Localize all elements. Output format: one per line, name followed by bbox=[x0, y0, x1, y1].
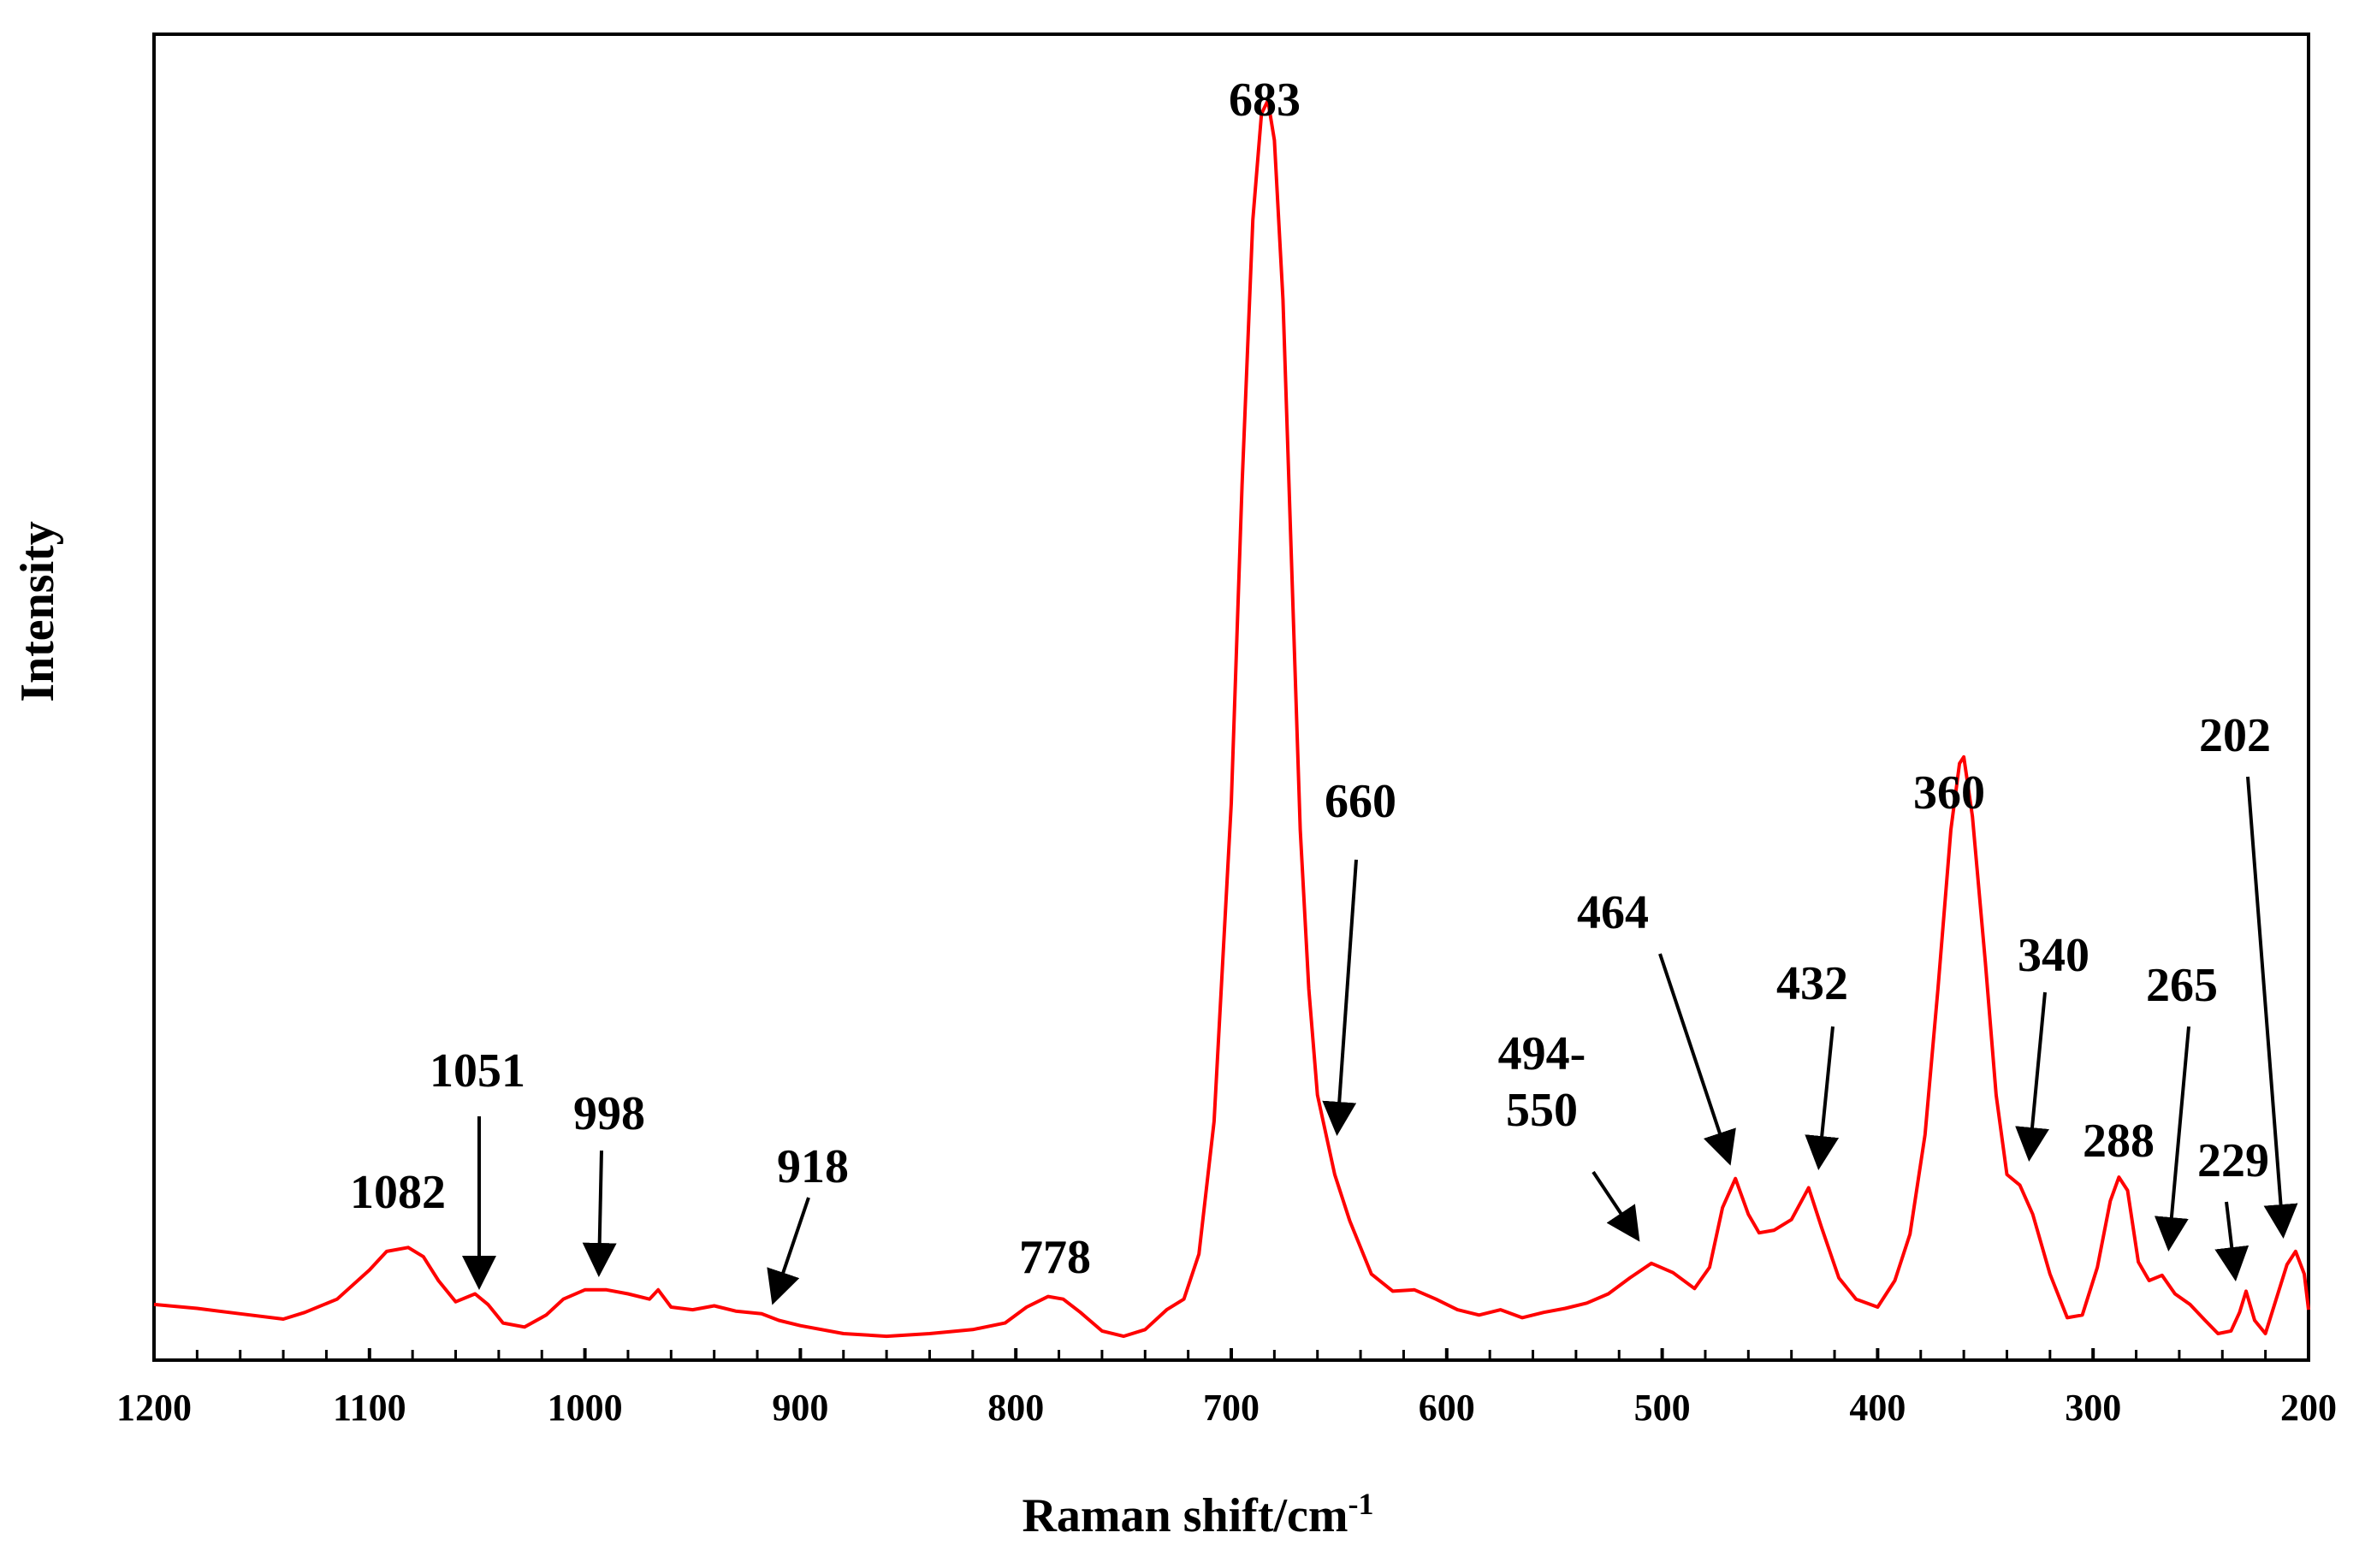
peak-label-line: 360 bbox=[1913, 766, 1985, 820]
peak-label: 1082 bbox=[350, 1166, 446, 1219]
peak-label-line: 464 bbox=[1577, 886, 1649, 939]
peak-label: 660 bbox=[1325, 775, 1396, 828]
peak-label-line: 683 bbox=[1229, 74, 1301, 127]
x-axis-tick-labels: 1200 1100 1000 900 800 700 600 500 400 300 200 bbox=[116, 1387, 2337, 1429]
peak-label: 918 bbox=[777, 1140, 849, 1193]
x-tick-label: 300 bbox=[2065, 1387, 2121, 1429]
peak-label: 998 bbox=[573, 1087, 645, 1140]
peak-label-line: 494- bbox=[1498, 1027, 1586, 1080]
peak-arrow bbox=[582, 1150, 617, 1277]
peak-arrow bbox=[1592, 1170, 1640, 1242]
peak-label-line: 229 bbox=[2197, 1134, 2269, 1187]
x-tick-label: 200 bbox=[2280, 1387, 2337, 1429]
peak-annotations: 683 660 1082 1051 998 918 778 494-550 464 432 360 3… bbox=[350, 74, 2298, 1305]
peak-label-line: 340 bbox=[2018, 929, 2089, 982]
y-axis-title: Intensity bbox=[11, 521, 64, 702]
x-axis-title: Raman shift/cm-1 bbox=[1022, 1487, 1373, 1542]
x-tick-label: 1100 bbox=[333, 1387, 406, 1429]
peak-label: 464 bbox=[1577, 886, 1649, 939]
x-axis-ticks bbox=[152, 1348, 2310, 1360]
peak-label: 202 bbox=[2199, 709, 2271, 762]
x-tick-label: 600 bbox=[1419, 1387, 1475, 1429]
x-tick-label: 500 bbox=[1634, 1387, 1691, 1429]
x-tick-label: 900 bbox=[772, 1387, 828, 1429]
peak-label-line: 1051 bbox=[430, 1044, 525, 1098]
peak-arrow bbox=[2154, 1026, 2190, 1251]
x-axis-title-superscript: -1 bbox=[1349, 1487, 1374, 1521]
x-tick-label: 700 bbox=[1203, 1387, 1260, 1429]
peak-label-line: 778 bbox=[1019, 1231, 1091, 1284]
x-tick-label: 1000 bbox=[548, 1387, 623, 1429]
peak-label-line: 202 bbox=[2199, 709, 2271, 762]
plot-frame bbox=[152, 33, 2310, 1362]
peak-label: 494-550 bbox=[1498, 1027, 1586, 1137]
peak-label: 360 bbox=[1913, 766, 1985, 820]
spectrum-line bbox=[153, 98, 2310, 1339]
peak-label-line: 918 bbox=[777, 1140, 849, 1193]
peak-arrow bbox=[2246, 776, 2298, 1239]
x-axis-title-main: Raman shift/cm bbox=[1022, 1489, 1348, 1542]
peak-label-line: 660 bbox=[1325, 775, 1396, 828]
peak-label: 432 bbox=[1776, 957, 1848, 1010]
peak-label: 778 bbox=[1019, 1231, 1091, 1284]
peak-label-line: 432 bbox=[1776, 957, 1848, 1010]
peak-label-line: 265 bbox=[2146, 959, 2218, 1012]
x-tick-label: 1200 bbox=[116, 1387, 192, 1429]
x-tick-label: 400 bbox=[1849, 1387, 1906, 1429]
peak-label-line: 1082 bbox=[350, 1166, 446, 1219]
peak-arrow bbox=[1658, 953, 1736, 1166]
peak-arrow bbox=[1322, 859, 1358, 1136]
peak-label-line: 550 bbox=[1506, 1084, 1578, 1137]
peak-label: 288 bbox=[2083, 1115, 2155, 1168]
peak-arrow bbox=[2214, 1201, 2249, 1281]
peak-label-line: 288 bbox=[2083, 1115, 2155, 1168]
peak-arrow bbox=[1805, 1026, 1840, 1170]
peak-arrow bbox=[767, 1197, 810, 1305]
peak-label: 229 bbox=[2197, 1134, 2269, 1187]
peak-label: 683 bbox=[1229, 74, 1301, 127]
peak-label: 265 bbox=[2146, 959, 2218, 1012]
peak-label-line: 998 bbox=[573, 1087, 645, 1140]
peak-label: 1051 bbox=[430, 1044, 525, 1098]
peak-label: 340 bbox=[2018, 929, 2089, 982]
x-tick-label: 800 bbox=[987, 1387, 1044, 1429]
peak-arrow bbox=[2015, 991, 2049, 1162]
